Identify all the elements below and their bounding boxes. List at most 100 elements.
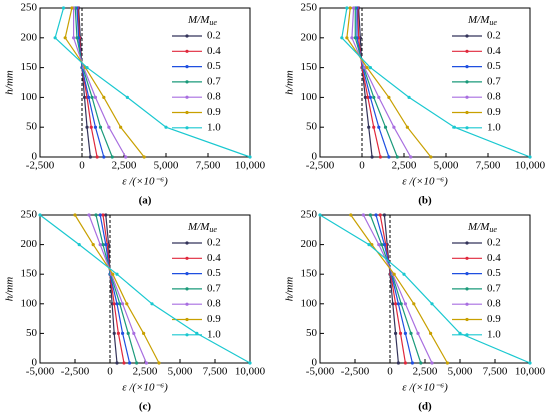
plot-frame xyxy=(319,7,531,158)
point xyxy=(112,302,116,306)
panel-label: (a) xyxy=(139,195,152,207)
panel-label: (c) xyxy=(139,401,152,413)
point xyxy=(407,95,411,99)
point xyxy=(82,95,87,99)
legend-marker xyxy=(185,317,189,322)
x-tick-label: -2,500 xyxy=(306,160,335,172)
series-line xyxy=(74,7,113,158)
point xyxy=(368,66,372,70)
legend-label: 0.8 xyxy=(207,298,221,310)
point xyxy=(405,125,409,129)
x-tick-label: 5,000 xyxy=(448,366,473,378)
series-line xyxy=(88,214,147,364)
legend-marker xyxy=(185,241,189,245)
point xyxy=(144,361,148,365)
point xyxy=(394,302,398,306)
legend-title: M/Mue xyxy=(187,221,217,234)
point xyxy=(135,361,139,365)
legend-label: 0.4 xyxy=(487,45,501,57)
legend-label: 0.4 xyxy=(207,252,221,264)
legend-marker xyxy=(185,95,189,99)
point xyxy=(102,155,106,159)
y-tick-label: 250 xyxy=(21,209,38,221)
legend-marker xyxy=(185,287,189,291)
legend-label: 0.9 xyxy=(487,313,501,325)
point xyxy=(125,302,129,306)
x-tick-label: -5,000 xyxy=(26,366,55,378)
y-tick-label: 50 xyxy=(306,121,318,133)
point xyxy=(368,95,372,99)
point xyxy=(429,155,433,159)
y-axis-label: h/mm xyxy=(284,277,296,302)
point xyxy=(95,155,99,159)
point xyxy=(77,243,81,247)
y-axis-label: h/mm xyxy=(4,70,16,95)
legend-title: M/Mue xyxy=(467,221,497,234)
legend-marker xyxy=(185,256,189,260)
point xyxy=(118,302,122,306)
point xyxy=(85,66,89,70)
series-line xyxy=(72,8,127,158)
legend-marker xyxy=(465,272,469,276)
point xyxy=(370,155,374,159)
panel-label: (b) xyxy=(418,195,432,207)
legend-marker xyxy=(185,302,189,306)
x-tick-label: -2,500 xyxy=(61,366,90,378)
point xyxy=(395,155,399,159)
legend-label: 1.0 xyxy=(487,328,501,340)
legend-label: 0.9 xyxy=(207,106,221,118)
point xyxy=(394,331,398,335)
point xyxy=(248,155,252,159)
series-line xyxy=(351,7,412,158)
x-tick-label: -2,500 xyxy=(26,160,55,172)
legend-marker xyxy=(185,333,189,337)
legend-label: 0.8 xyxy=(487,91,501,103)
legend-title-main: M/M xyxy=(467,221,490,233)
point xyxy=(528,361,532,365)
legend-marker xyxy=(465,80,469,84)
panel: -2,500 0 2,500 5,000 7,500 10,000050100150200… xyxy=(284,2,546,207)
point xyxy=(73,213,77,217)
point xyxy=(387,155,391,159)
x-axis-label: ε /(×10⁻⁶) xyxy=(402,382,448,394)
point xyxy=(93,95,98,99)
point xyxy=(125,95,129,99)
y-axis-label: h/mm xyxy=(284,70,296,95)
point xyxy=(350,36,354,40)
series-line xyxy=(354,8,398,158)
point xyxy=(349,213,353,217)
y-tick-label: 150 xyxy=(301,61,318,73)
point xyxy=(345,36,349,40)
legend-label: 0.4 xyxy=(487,252,501,264)
point xyxy=(63,36,67,40)
point xyxy=(164,125,168,129)
x-axis-label: ε /(×10⁻⁶) xyxy=(122,176,168,188)
x-tick-label: 2,500 xyxy=(133,366,158,378)
point xyxy=(398,331,403,335)
x-axis-label: ε /(×10⁻⁶) xyxy=(402,176,448,188)
point xyxy=(396,302,400,306)
point xyxy=(122,361,126,365)
point xyxy=(101,243,105,247)
point xyxy=(89,125,93,129)
legend-title-sub: ue xyxy=(489,18,497,27)
point xyxy=(318,213,322,217)
legend-title-sub: ue xyxy=(209,18,217,27)
point xyxy=(382,243,386,247)
series-line xyxy=(74,214,160,364)
legend-label: 0.4 xyxy=(207,45,221,57)
point xyxy=(409,331,413,335)
point xyxy=(429,331,433,335)
x-tick-label: 5,000 xyxy=(168,366,193,378)
legend-label: 1.0 xyxy=(487,121,501,133)
point xyxy=(348,6,352,10)
y-tick-label: 200 xyxy=(21,238,38,250)
series-line xyxy=(99,214,131,364)
x-tick-label: 7,500 xyxy=(476,160,501,172)
point xyxy=(107,125,111,129)
series-line xyxy=(341,7,531,158)
point xyxy=(53,36,57,40)
legend-label: 0.9 xyxy=(487,106,501,118)
point xyxy=(403,331,407,335)
y-tick-label: 150 xyxy=(21,268,38,280)
